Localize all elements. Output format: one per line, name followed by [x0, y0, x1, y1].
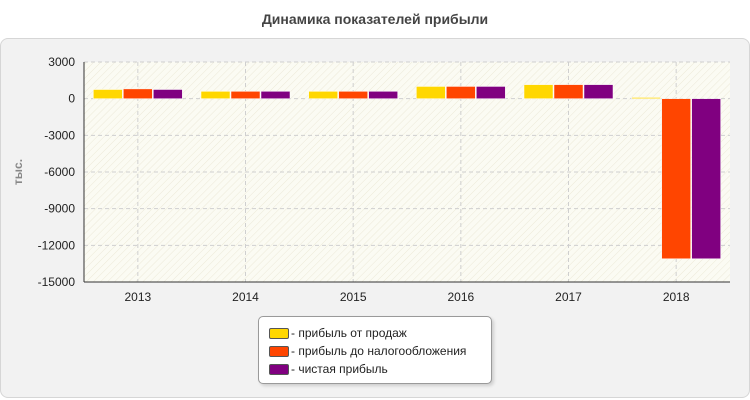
bar-2013-series-2 — [123, 88, 153, 99]
bar-2013-series-1 — [93, 89, 123, 99]
x-tick-label: 2016 — [447, 290, 474, 304]
bar-2017-series-2 — [553, 84, 584, 99]
legend-item-pretax-profit: - прибыль до налогообложения — [269, 343, 466, 359]
y-tick-label: -12000 — [38, 238, 76, 252]
y-tick-label: 3000 — [48, 55, 75, 69]
legend-swatch-pretax-profit — [269, 345, 289, 357]
legend-label: - — [291, 344, 299, 358]
y-tick-label: -6000 — [44, 165, 75, 179]
bar-2016-series-2 — [446, 86, 476, 99]
bar-2017-series-1 — [523, 84, 554, 99]
x-tick-label: 2018 — [663, 290, 690, 304]
chart-legend: - прибыль от продаж - прибыль до налогоо… — [258, 316, 492, 384]
bar-2018-series-1 — [631, 97, 661, 99]
bar-2014-series-2 — [230, 91, 261, 99]
y-tick-label: -3000 — [44, 128, 75, 142]
y-tick-label: -15000 — [38, 275, 76, 289]
legend-label: - — [291, 362, 299, 376]
y-tick-label: 0 — [68, 92, 75, 106]
legend-item-sales-profit: - прибыль от продаж — [269, 325, 407, 341]
x-tick-label: 2015 — [340, 290, 367, 304]
bar-2015-series-1 — [308, 91, 338, 99]
bar-2017-series-3 — [583, 84, 614, 99]
legend-label-net-profit: чистая прибыль — [298, 362, 388, 376]
bar-2016-series-1 — [416, 86, 446, 99]
bar-2013-series-3 — [153, 89, 183, 99]
x-tick-label: 2017 — [555, 290, 582, 304]
legend-swatch-sales-profit — [269, 327, 289, 339]
legend-item-net-profit: - чистая прибыль — [269, 361, 388, 377]
legend-label-sales-profit: прибыль от продаж — [298, 326, 407, 340]
bar-2014-series-1 — [200, 91, 231, 99]
bar-2015-series-2 — [338, 91, 368, 99]
x-tick-label: 2013 — [124, 290, 151, 304]
bar-2018-series-3 — [691, 98, 721, 260]
y-tick-label: -9000 — [44, 202, 75, 216]
y-axis-label: тыс. — [11, 159, 25, 185]
bar-2014-series-3 — [260, 91, 291, 99]
legend-label: - — [291, 326, 299, 340]
bar-2016-series-3 — [476, 86, 506, 99]
legend-label-pretax-profit: прибыль до налогообложения — [298, 344, 467, 358]
bar-2015-series-3 — [368, 91, 398, 99]
chart-title: Динамика показателей прибыли — [261, 11, 489, 27]
bar-2018-series-2 — [661, 98, 691, 260]
legend-swatch-net-profit — [269, 363, 289, 375]
x-tick-label: 2014 — [232, 290, 259, 304]
